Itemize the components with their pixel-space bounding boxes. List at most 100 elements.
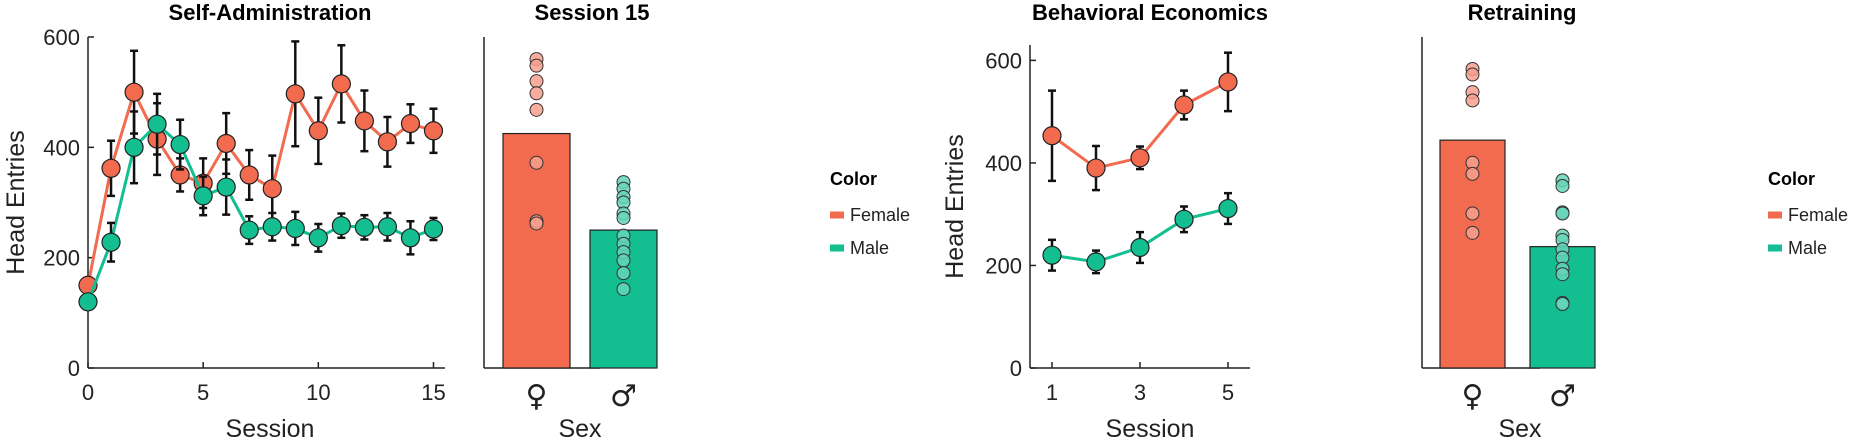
data-point <box>423 219 444 239</box>
y-axis-label: Head Entries <box>941 134 969 279</box>
x-axis-label: Sex <box>558 415 602 443</box>
y-tick-label: 400 <box>43 135 80 160</box>
series-female <box>1042 51 1238 192</box>
individual-point <box>1555 206 1570 221</box>
y-tick-label: 400 <box>985 151 1022 176</box>
individual-point <box>1465 206 1480 221</box>
data-point <box>1042 245 1062 265</box>
x-tick-label: 0 <box>82 380 94 405</box>
data-point <box>101 232 121 252</box>
data-point <box>308 228 328 248</box>
data-point <box>1086 158 1106 178</box>
individual-point <box>1465 225 1480 240</box>
individual-point <box>1555 297 1570 312</box>
data-point <box>308 121 328 141</box>
series-line <box>86 80 434 286</box>
individual-point <box>1465 67 1480 82</box>
legend-label: Male <box>850 238 889 258</box>
x-tick-label: 5 <box>1222 380 1234 405</box>
data-point <box>285 84 305 104</box>
data-point <box>170 134 190 155</box>
line-panel-2: Behavioral Economics 0 200 400 600 1 3 5 Session… <box>941 0 1268 443</box>
data-point <box>331 216 351 236</box>
legend-label: Male <box>1788 238 1827 258</box>
y-tick-label: 0 <box>68 356 80 381</box>
x-tick-label: 10 <box>306 380 330 405</box>
series-line <box>86 122 435 303</box>
y-axis-label: Head Entries <box>2 130 30 275</box>
x-tick-label: 1 <box>1046 380 1058 405</box>
individual-point <box>529 58 544 73</box>
y-tick-label: 600 <box>43 25 80 50</box>
legend-title: Color <box>830 169 877 189</box>
sex-symbol-label: ♂ <box>1549 379 1576 414</box>
individual-point <box>1555 267 1570 282</box>
individual-point <box>529 216 544 231</box>
individual-point <box>616 210 631 225</box>
data-point <box>1218 198 1238 219</box>
individual-point <box>616 253 631 268</box>
data-point <box>1174 209 1194 229</box>
data-point <box>377 217 398 237</box>
panel-title: Session 15 <box>535 0 650 25</box>
bar-panel-3: Retraining ♀ ♂Sex <box>1421 0 1596 443</box>
x-axis-label: Session <box>226 415 315 443</box>
series-male <box>1042 191 1238 275</box>
data-point <box>1130 237 1150 258</box>
panel-title: Self-Administration <box>169 0 372 25</box>
data-point <box>400 114 421 134</box>
legend-label: Female <box>1788 205 1848 225</box>
individual-point <box>1465 166 1480 181</box>
data-point <box>147 114 167 134</box>
data-point <box>331 74 351 94</box>
data-point <box>239 165 259 185</box>
data-point <box>377 132 398 152</box>
panel-title: Retraining <box>1468 0 1577 25</box>
y-tick-label: 0 <box>1010 356 1022 381</box>
legend: Color Female Male <box>1768 169 1848 258</box>
data-point <box>239 220 259 240</box>
data-point <box>193 186 213 206</box>
individual-point <box>529 102 544 117</box>
data-point <box>216 133 236 154</box>
data-point <box>1130 148 1150 168</box>
x-tick-label: 5 <box>197 380 209 405</box>
x-tick-label: 3 <box>1134 380 1146 405</box>
individual-point <box>529 86 544 101</box>
bar-panel-1: Session 15 ♀ ♂ Sex <box>483 0 658 443</box>
individual-point <box>616 266 631 281</box>
sex-symbol-label: ♀ <box>1462 379 1484 414</box>
data-point <box>285 218 305 239</box>
x-tick-label: 15 <box>421 380 445 405</box>
bar-female <box>502 132 571 369</box>
data-point <box>124 137 144 157</box>
x-axis-label: Sex <box>1498 415 1542 443</box>
y-tick-label: 200 <box>985 253 1022 278</box>
legend: Color Female Male <box>830 169 910 258</box>
data-point <box>124 82 144 102</box>
individual-point <box>529 74 544 89</box>
individual-point <box>616 282 631 297</box>
data-point <box>78 292 98 312</box>
data-point <box>1086 252 1106 272</box>
data-point <box>101 158 121 178</box>
individual-point <box>1465 93 1480 108</box>
sex-symbol-label: ♂ <box>610 379 637 414</box>
series-female <box>78 40 444 295</box>
series-male <box>78 92 444 312</box>
data-point <box>400 228 421 248</box>
data-point <box>262 179 282 199</box>
data-point <box>262 217 282 237</box>
data-point <box>354 217 374 237</box>
data-point <box>1218 72 1238 92</box>
x-axis-label: Session <box>1106 415 1195 443</box>
line-panel-0: Self-Administration 0 200 400 600 0 5 10 15 Sessi… <box>2 0 446 443</box>
data-point <box>1042 126 1062 146</box>
y-tick-label: 600 <box>985 48 1022 73</box>
sex-symbol-label: ♀ <box>526 379 548 414</box>
data-point <box>1174 95 1194 115</box>
y-tick-label: 200 <box>43 246 80 271</box>
panel-title: Behavioral Economics <box>1032 0 1268 25</box>
data-point <box>423 121 444 141</box>
